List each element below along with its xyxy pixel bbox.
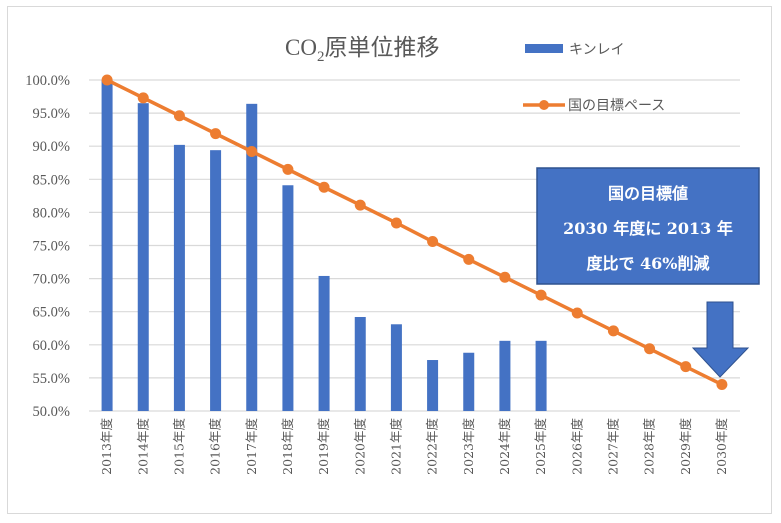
bar-2021年度 — [390, 324, 402, 411]
x-tick-label: 2024年度 — [497, 418, 512, 475]
x-tick-label: 2029年度 — [678, 418, 693, 475]
x-tick-label: 2020年度 — [352, 418, 367, 475]
bar-2025年度 — [535, 340, 547, 411]
target-point-2018年度 — [282, 163, 294, 175]
x-tick-label: 2025年度 — [533, 418, 548, 475]
legend-label-kinrei: キンレイ — [569, 42, 625, 58]
y-tick-label: 80.0% — [33, 205, 70, 221]
target-line — [106, 78, 723, 387]
x-tick-label: 2014年度 — [135, 418, 150, 475]
bar-2016年度 — [210, 150, 222, 411]
legend-line-marker — [539, 100, 549, 110]
x-tick-label: 2013年度 — [99, 418, 114, 475]
y-tick-label: 75.0% — [33, 239, 70, 255]
x-tick-label: 2015年度 — [171, 418, 186, 475]
bar-2020年度 — [354, 316, 366, 411]
target-point-2023年度 — [463, 253, 475, 265]
target-point-2021年度 — [390, 217, 402, 229]
x-tick-label: 2027年度 — [605, 418, 620, 475]
target-point-2027年度 — [607, 325, 619, 337]
target-point-2025年度 — [535, 289, 547, 301]
chart-title: CO2原単位推移 — [285, 35, 439, 65]
bar-2024年度 — [499, 340, 511, 411]
line-series — [101, 74, 728, 391]
y-tick-label: 70.0% — [33, 272, 70, 288]
target-point-2020年度 — [354, 199, 366, 211]
target-point-2017年度 — [246, 145, 258, 157]
y-tick-label: 100.0% — [25, 73, 70, 89]
x-tick-label: 2021年度 — [388, 418, 403, 475]
down-arrow-icon — [691, 301, 750, 378]
x-tick-label: 2028年度 — [642, 418, 657, 475]
bar-series — [101, 80, 547, 412]
target-point-2015年度 — [173, 110, 185, 122]
y-tick-label: 95.0% — [33, 106, 70, 122]
y-axis: 100.0% 95.0% 90.0% 85.0% 80.0% 75.0% 70.0% 65.0… — [25, 73, 70, 420]
bar-2022年度 — [427, 360, 439, 411]
target-point-2019年度 — [318, 181, 330, 193]
target-point-2014年度 — [137, 92, 149, 104]
target-point-2030年度 — [716, 379, 728, 391]
bar-2023年度 — [463, 352, 475, 411]
bar-2019年度 — [318, 275, 330, 411]
x-tick-label: 2016年度 — [208, 418, 223, 475]
y-tick-label: 60.0% — [33, 338, 70, 354]
bar-2017年度 — [246, 103, 258, 411]
target-point-2028年度 — [644, 343, 656, 355]
y-tick-label: 65.0% — [33, 305, 70, 321]
x-tick-label: 2017年度 — [244, 418, 259, 475]
bar-2015年度 — [173, 144, 185, 411]
y-tick-label: 85.0% — [33, 172, 70, 188]
target-point-2026年度 — [571, 307, 583, 319]
x-tick-label: 2026年度 — [569, 418, 584, 475]
legend-bar-swatch — [525, 44, 563, 53]
bar-2018年度 — [282, 185, 294, 411]
annotation-line-3: 度比で 46%削減 — [586, 254, 709, 273]
x-tick-label: 2018年度 — [280, 418, 295, 475]
x-tick-label: 2022年度 — [425, 418, 440, 475]
legend-label-target: 国の目標ペース — [568, 98, 665, 114]
bar-2013年度 — [101, 80, 113, 411]
x-axis: 2013年度 2014年度 2015年度 2016年度 2017年度 2018年度 2019… — [99, 418, 729, 475]
bar-2014年度 — [137, 103, 149, 412]
legend: キンレイ 国の目標ペース — [523, 42, 665, 114]
target-point-2013年度 — [101, 74, 113, 86]
target-point-2016年度 — [210, 128, 222, 140]
annotation-box: 国の目標値 2030 年度に 2013 年 度比で 46%削減 — [536, 167, 760, 285]
y-tick-label: 50.0% — [33, 404, 70, 420]
annotation-line-1: 国の目標値 — [608, 184, 688, 203]
x-tick-label: 2023年度 — [461, 418, 476, 475]
target-point-2022年度 — [427, 236, 439, 248]
target-point-2029年度 — [680, 361, 692, 373]
x-tick-label: 2019年度 — [316, 418, 331, 475]
target-point-2024年度 — [499, 271, 511, 283]
y-tick-label: 55.0% — [33, 371, 70, 387]
annotation-background — [536, 167, 760, 285]
annotation-line-2: 2030 年度に 2013 年 — [563, 219, 733, 238]
x-tick-label: 2030年度 — [714, 418, 729, 475]
y-tick-label: 90.0% — [33, 139, 70, 155]
